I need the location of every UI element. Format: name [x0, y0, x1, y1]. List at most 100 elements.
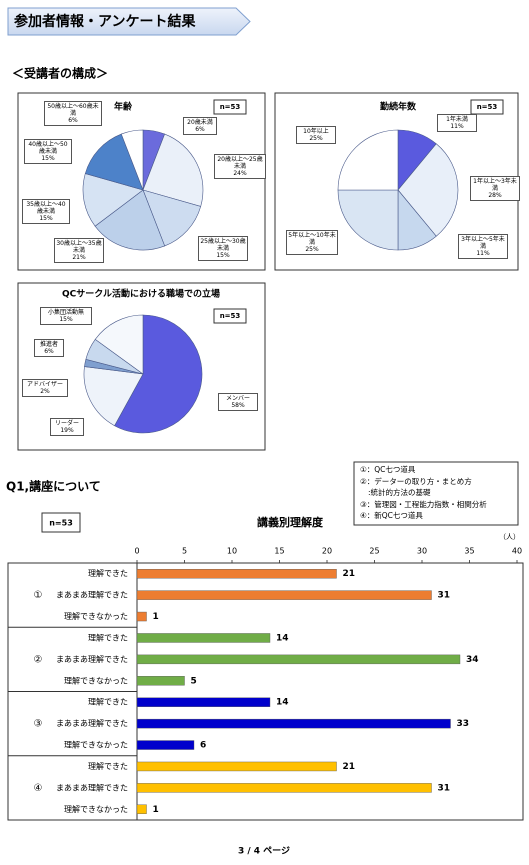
category-label: まあまあ理解できた: [56, 782, 128, 792]
group-label: ④: [34, 783, 43, 794]
chart-title: QCサークル活動における職場での立場: [62, 288, 220, 300]
slice-name: 50歳以上～60歳未満: [47, 103, 99, 117]
slice-name: 小集団活動無: [47, 309, 84, 316]
slice-name: アドバイザー: [26, 381, 63, 388]
slice-label: メンバー 58%: [218, 393, 258, 411]
note-line: ①：QC七つ道具: [360, 465, 416, 474]
slice-value: 15%: [59, 316, 73, 323]
n-label: n=53: [49, 519, 73, 528]
slice-value: 2%: [40, 388, 50, 395]
slice-label: 3年以上～5年未満 11%: [458, 234, 508, 259]
slice-label: 20歳未満 6%: [183, 117, 217, 135]
slice-label: 1年未満 11%: [437, 114, 477, 132]
slice-value: 28%: [488, 192, 502, 199]
pie-slice: [84, 133, 144, 191]
section-title: ＜受講者の構成＞: [12, 66, 108, 81]
x-tick-label: 35: [464, 547, 474, 556]
slice-label: 1年以上～3年未満 28%: [470, 176, 520, 201]
pie-slice: [337, 189, 399, 251]
bar: [136, 718, 451, 729]
slice-value: 19%: [60, 427, 74, 434]
x-tick-label: 30: [417, 547, 427, 556]
note-line: ④：新QC七つ道具: [360, 511, 423, 520]
pie-slice: [120, 129, 144, 191]
data-label: 31: [438, 783, 451, 793]
bar: [136, 697, 271, 707]
group-label: ③: [34, 719, 43, 730]
group-label: ①: [34, 590, 43, 601]
chart-title: 年齢: [114, 101, 133, 113]
n-box: [470, 99, 504, 115]
note-line: ②：データーの取り方・まとめ方: [360, 476, 472, 486]
slice-label: 20歳以上～25歳未満 24%: [214, 154, 266, 179]
category-label: まあまあ理解できた: [56, 718, 128, 728]
slice-name: 40歳以上～50歳未満: [28, 141, 68, 155]
bar: [136, 654, 461, 665]
n-label: n=53: [477, 103, 498, 111]
bar: [136, 740, 195, 750]
category-label: 理解できなかった: [64, 611, 128, 621]
bar: [136, 783, 432, 793]
slice-name: 推進者: [39, 341, 58, 348]
slice-value: 25%: [309, 135, 323, 142]
slice-name: 30歳以上～35歳未満: [56, 240, 102, 254]
category-label: 理解できた: [88, 761, 128, 771]
note-line: ③：管理図・工程能力指数・相関分析: [360, 499, 487, 509]
pie-slice: [114, 314, 203, 434]
slice-name: リーダー: [54, 420, 79, 427]
slice-name: 5年以上～10年未満: [288, 232, 336, 246]
slice-value: 6%: [195, 126, 205, 133]
bar: [136, 590, 432, 600]
bar: [136, 676, 185, 686]
slice-name: 20歳以上～25歳未満: [217, 156, 263, 170]
slice-value: 21%: [72, 254, 86, 261]
slice-value: 11%: [450, 123, 464, 130]
unit-label: （人）: [499, 533, 520, 541]
data-label: 34: [466, 655, 479, 665]
slice-value: 25%: [305, 246, 319, 253]
note-box: [353, 461, 519, 526]
slice-name: 20歳未満: [187, 119, 213, 126]
slice-label: 30歳以上～35歳未満 21%: [54, 238, 104, 263]
x-tick-label: 40: [512, 547, 522, 556]
data-label: 1: [153, 805, 159, 815]
pie-slice: [83, 366, 144, 427]
q1-title: Q1,講座について: [6, 479, 101, 494]
slice-value: 15%: [216, 252, 230, 259]
data-label: 21: [343, 762, 356, 772]
category-label: 理解できなかった: [64, 675, 128, 685]
chart-title: 勤続年数: [380, 101, 417, 113]
slice-label: 小集団活動無 15%: [40, 307, 92, 325]
bar: [136, 633, 271, 643]
slice-label: 5年以上～10年未満 25%: [286, 230, 338, 255]
n-label: n=53: [220, 103, 241, 111]
slice-value: 58%: [231, 402, 245, 409]
category-label: 理解できた: [88, 568, 128, 578]
group-label: ②: [34, 654, 43, 665]
data-label: 5: [191, 676, 197, 686]
bar: [136, 804, 147, 814]
slice-label: 10年以上 25%: [296, 126, 336, 144]
n-box: [213, 308, 247, 324]
slice-name: 10年以上: [303, 128, 329, 135]
slice-label: アドバイザー 2%: [22, 379, 68, 397]
slice-value: 15%: [41, 155, 55, 162]
category-label: 理解できた: [88, 632, 128, 642]
x-tick-label: 5: [182, 547, 187, 556]
header-title: 参加者情報・アンケート結果: [14, 13, 196, 30]
n-box: [41, 512, 81, 533]
note-line: :統計的方法の基礎: [368, 488, 431, 497]
slice-name: 1年以上～3年未満: [473, 178, 517, 192]
bar: [136, 611, 147, 622]
slice-value: 6%: [68, 117, 78, 124]
pie-slice: [337, 129, 399, 191]
footer: 3 / 4 ページ: [238, 846, 290, 857]
slice-name: 35歳以上～40歳未満: [26, 201, 66, 215]
x-tick-label: 15: [274, 547, 284, 556]
slice-label: 50歳以上～60歳未満 6%: [44, 101, 102, 126]
category-label: 理解できなかった: [64, 740, 128, 750]
slice-value: 15%: [39, 215, 53, 222]
slice-name: 3年以上～5年未満: [461, 236, 505, 250]
bar: [136, 569, 337, 579]
